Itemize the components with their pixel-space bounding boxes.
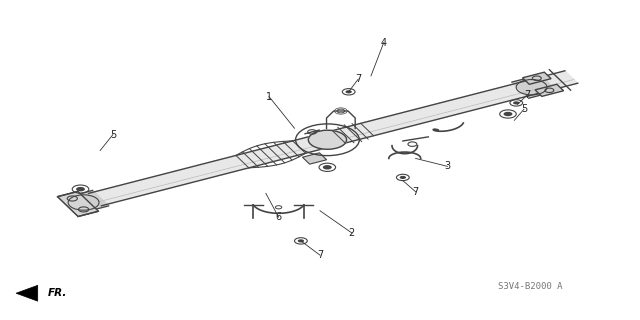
Polygon shape: [303, 153, 326, 164]
Polygon shape: [70, 190, 109, 212]
Polygon shape: [58, 191, 99, 217]
Text: 7: 7: [412, 187, 419, 197]
Text: S3V4-B2000 A: S3V4-B2000 A: [498, 282, 563, 292]
Polygon shape: [16, 285, 38, 301]
Text: 7: 7: [317, 250, 323, 260]
Circle shape: [308, 130, 347, 149]
Text: 6: 6: [275, 212, 282, 222]
Polygon shape: [88, 71, 578, 206]
Polygon shape: [512, 75, 557, 98]
Text: 5: 5: [521, 104, 527, 114]
Text: 5: 5: [110, 130, 116, 140]
Text: FR.: FR.: [48, 288, 67, 298]
Text: 7: 7: [524, 90, 530, 100]
Circle shape: [504, 112, 513, 116]
Circle shape: [513, 101, 520, 105]
Text: 3: 3: [444, 161, 451, 171]
Circle shape: [323, 165, 332, 170]
Text: 1: 1: [266, 92, 272, 101]
Text: 4: 4: [381, 38, 387, 48]
Text: 2: 2: [349, 228, 355, 238]
Circle shape: [76, 187, 85, 191]
Text: 7: 7: [355, 74, 362, 84]
Polygon shape: [522, 72, 551, 84]
Circle shape: [399, 176, 406, 179]
Polygon shape: [535, 84, 564, 96]
Circle shape: [346, 90, 352, 93]
Circle shape: [298, 239, 304, 243]
